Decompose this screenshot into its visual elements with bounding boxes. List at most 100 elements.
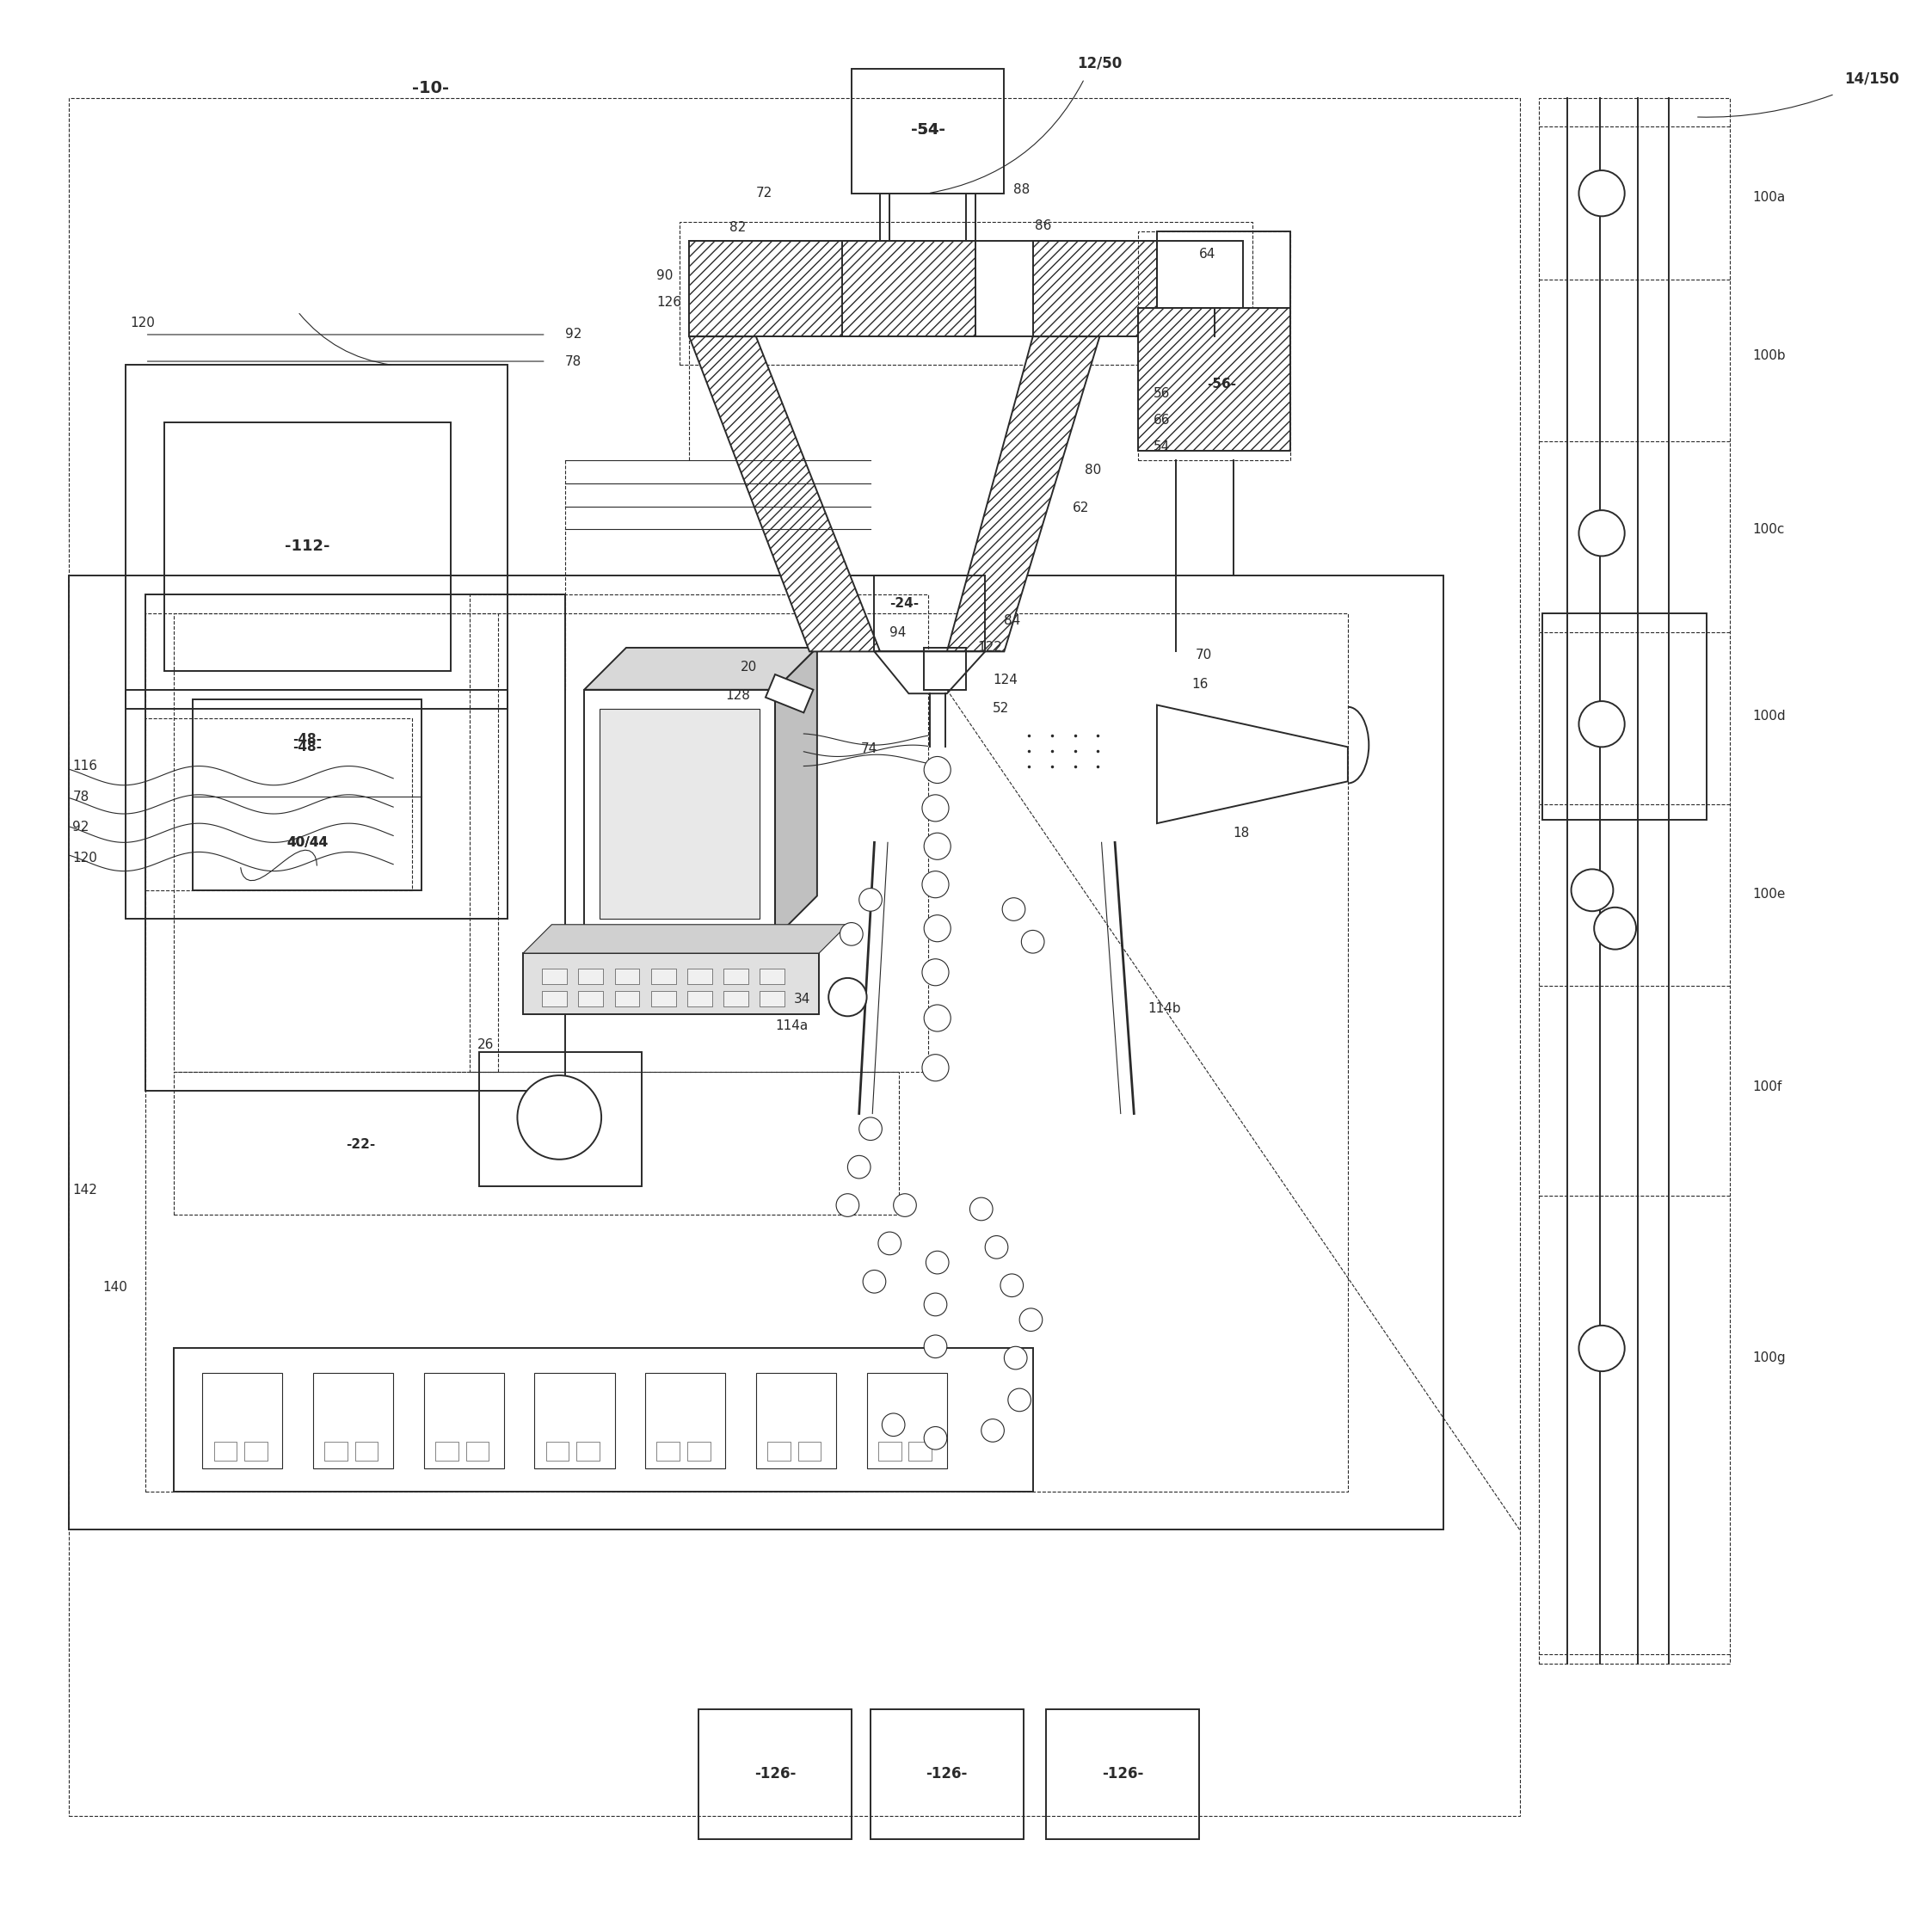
Bar — [576, 1441, 599, 1460]
Bar — [1157, 232, 1291, 308]
Text: 78: 78 — [73, 790, 89, 804]
Circle shape — [923, 833, 951, 859]
Circle shape — [923, 1426, 947, 1449]
Circle shape — [923, 1294, 947, 1317]
Text: 100f: 100f — [1752, 1079, 1781, 1093]
Circle shape — [1578, 1326, 1625, 1370]
Bar — [1538, 98, 1729, 1663]
Bar — [645, 1372, 724, 1468]
Text: -24-: -24- — [889, 597, 920, 611]
Text: 114b: 114b — [1148, 1003, 1180, 1014]
Text: 100d: 100d — [1752, 710, 1785, 723]
Circle shape — [922, 1055, 949, 1081]
Circle shape — [925, 1252, 949, 1275]
Text: 26: 26 — [477, 1039, 495, 1051]
Text: -10-: -10- — [412, 80, 450, 96]
Polygon shape — [524, 953, 819, 1014]
Text: -22-: -22- — [346, 1137, 375, 1150]
Circle shape — [837, 1194, 860, 1217]
Circle shape — [923, 915, 951, 942]
Bar — [599, 708, 759, 919]
Text: 40/44: 40/44 — [286, 836, 328, 850]
Bar — [1542, 612, 1706, 819]
Bar — [70, 98, 1520, 1816]
Text: -112-: -112- — [284, 538, 330, 555]
Text: 84: 84 — [1005, 614, 1020, 628]
Polygon shape — [1157, 704, 1349, 823]
Text: 126: 126 — [657, 295, 682, 308]
Circle shape — [829, 978, 867, 1016]
Text: 34: 34 — [794, 993, 811, 1005]
Bar — [759, 968, 784, 984]
Text: -56-: -56- — [1208, 377, 1236, 390]
Bar — [688, 968, 713, 984]
Bar — [126, 689, 508, 919]
Circle shape — [840, 923, 864, 946]
Text: 40/44: 40/44 — [286, 836, 328, 850]
Polygon shape — [583, 689, 775, 938]
Circle shape — [848, 1156, 871, 1179]
Polygon shape — [775, 647, 817, 938]
Text: 120: 120 — [129, 316, 155, 329]
Text: -126-: -126- — [753, 1767, 796, 1782]
Bar — [145, 593, 564, 1091]
Circle shape — [1009, 1388, 1032, 1411]
Bar — [578, 991, 603, 1007]
Bar — [214, 1441, 238, 1460]
Bar — [479, 1053, 641, 1187]
Bar — [126, 366, 508, 708]
Bar — [243, 1441, 267, 1460]
Text: 116: 116 — [73, 760, 97, 773]
Polygon shape — [583, 647, 817, 689]
Bar — [724, 968, 748, 984]
Bar — [547, 1441, 568, 1460]
Circle shape — [1594, 907, 1636, 949]
Text: -48-: -48- — [294, 741, 323, 754]
Text: 94: 94 — [889, 626, 906, 639]
Text: 100c: 100c — [1752, 523, 1785, 536]
Text: 114a: 114a — [775, 1020, 808, 1032]
Bar — [435, 1441, 458, 1460]
Text: 140: 140 — [102, 1280, 128, 1294]
Text: 82: 82 — [728, 222, 746, 234]
Circle shape — [923, 1336, 947, 1357]
Circle shape — [922, 959, 949, 986]
Text: -126-: -126- — [1101, 1767, 1144, 1782]
Bar — [1138, 308, 1291, 452]
Circle shape — [970, 1198, 993, 1221]
Text: 66: 66 — [1153, 413, 1171, 427]
Text: -54-: -54- — [910, 122, 945, 138]
Circle shape — [1001, 1275, 1024, 1298]
Bar — [174, 612, 498, 1072]
Bar — [543, 991, 566, 1007]
Circle shape — [893, 1194, 916, 1217]
Circle shape — [1003, 898, 1026, 921]
Circle shape — [1571, 869, 1613, 911]
Text: 100b: 100b — [1752, 348, 1785, 362]
Circle shape — [1020, 1309, 1043, 1332]
Text: 88: 88 — [1014, 184, 1030, 195]
Circle shape — [864, 1271, 885, 1294]
Bar — [70, 574, 1443, 1529]
Bar — [867, 1372, 947, 1468]
Circle shape — [1022, 930, 1045, 953]
Bar — [614, 991, 639, 1007]
Bar — [651, 991, 676, 1007]
Bar — [423, 1372, 504, 1468]
Bar — [174, 1072, 898, 1215]
Text: 120: 120 — [73, 852, 97, 865]
Text: 80: 80 — [1084, 463, 1101, 477]
Bar — [755, 1372, 837, 1468]
Text: 100g: 100g — [1752, 1351, 1785, 1365]
Bar — [680, 222, 1252, 366]
Bar — [798, 1441, 821, 1460]
Bar — [875, 574, 985, 651]
Circle shape — [1005, 1346, 1028, 1369]
Text: 92: 92 — [73, 821, 89, 835]
Polygon shape — [524, 924, 848, 953]
Text: 100a: 100a — [1752, 191, 1785, 203]
Text: 122: 122 — [978, 641, 1003, 655]
Circle shape — [1578, 701, 1625, 746]
Bar — [879, 1441, 900, 1460]
Circle shape — [518, 1076, 601, 1160]
